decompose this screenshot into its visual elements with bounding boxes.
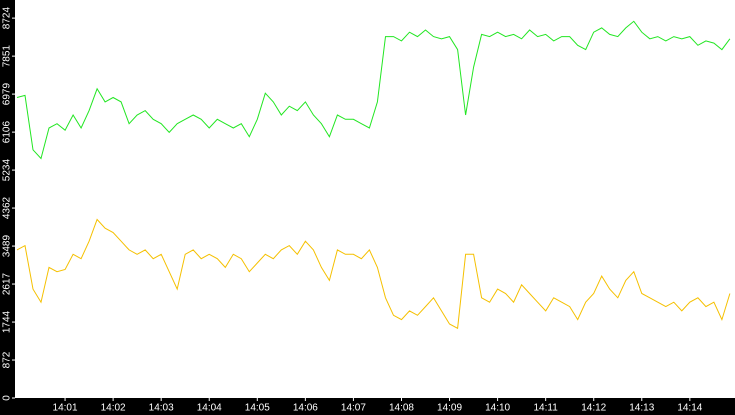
y-tick-label: 5234 (2, 159, 13, 182)
y-tick-label: 6979 (2, 83, 13, 106)
y-tick-label: 2617 (2, 272, 13, 295)
y-tick-label: 6106 (2, 121, 13, 144)
x-tick-label: 14:08 (389, 403, 414, 414)
x-tick-label: 14:11 (534, 403, 559, 414)
series-line (16, 218, 731, 330)
x-tick-label: 14:06 (293, 403, 318, 414)
x-tick-label: 14:09 (437, 403, 462, 414)
x-tick-label: 14:12 (581, 403, 606, 414)
y-tick-label: 872 (2, 351, 13, 368)
x-tick-label: 14:05 (245, 403, 270, 414)
y-tick-label: 8724 (2, 7, 13, 30)
plot-area (15, 0, 735, 398)
x-tick-label: 14:13 (629, 403, 654, 414)
y-tick-label: 7851 (2, 45, 13, 68)
x-tick-label: 14:07 (341, 403, 366, 414)
x-tick-label: 14:04 (197, 403, 222, 414)
x-tick-label: 14:14 (677, 403, 702, 414)
x-tick-label: 14:01 (53, 403, 78, 414)
y-tick-label: 4362 (2, 196, 13, 219)
x-tick-label: 14:02 (101, 403, 126, 414)
x-tick-label: 14:03 (149, 403, 174, 414)
series-line (16, 20, 731, 160)
x-tick-label: 14:10 (485, 403, 510, 414)
y-tick-label: 1744 (2, 310, 13, 333)
y-tick-label: 0 (2, 395, 13, 401)
y-tick-label: 3489 (2, 235, 13, 258)
